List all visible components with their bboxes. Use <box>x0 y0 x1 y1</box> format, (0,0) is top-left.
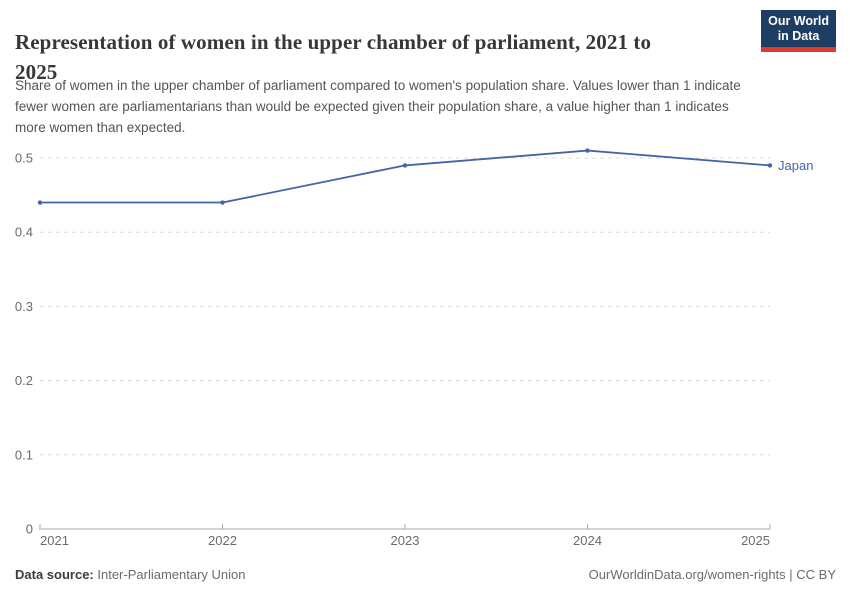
page-title-line2: 2025 <box>15 60 58 85</box>
y-axis-tick-label: 0.1 <box>15 447 33 462</box>
x-axis-tick-label: 2024 <box>573 533 602 548</box>
y-axis-tick-label: 0 <box>26 522 33 537</box>
data-point[interactable] <box>37 200 43 205</box>
owid-logo[interactable]: Our World in Data <box>761 10 836 52</box>
y-axis-tick-label: 0.4 <box>15 225 33 240</box>
owid-logo-line1: Our World <box>768 14 829 28</box>
owid-logo-line2: in Data <box>777 29 820 43</box>
data-source-label: Data source: <box>15 567 94 582</box>
chart-subtitle-line1: Share of women in the upper chamber of p… <box>15 78 741 93</box>
x-axis-tick-label: 2023 <box>391 533 420 548</box>
data-point[interactable] <box>585 148 590 153</box>
data-source-note: Data source: Inter-Parliamentary Union <box>15 567 246 582</box>
page-title-line1: Representation of women in the upper cha… <box>15 30 652 55</box>
page-title: Representation of women in the upper cha… <box>15 27 760 87</box>
chart-subtitle-line3: more women than expected. <box>15 120 186 135</box>
line-chart: 0 0.1 0.2 0.3 0.4 0.5 2021 2022 2023 2024 2025 Japa… <box>15 148 813 548</box>
x-axis-tick-label: 2021 <box>40 533 69 548</box>
x-axis-tick-label: 2022 <box>208 533 237 548</box>
owid-url-link[interactable]: OurWorldinData.org/women-rights | CC BY <box>588 567 836 582</box>
series-line-japan[interactable] <box>39 149 771 204</box>
chart-footer: Data source: Inter-Parliamentary Union O… <box>15 567 836 582</box>
y-axis-tick-label: 0.3 <box>15 299 33 314</box>
y-axis-tick-label: 0.2 <box>15 373 33 388</box>
y-axis-tick-label: 0.5 <box>15 151 33 166</box>
chart-subtitle: Share of women in the upper chamber of p… <box>15 75 825 138</box>
x-axis-tick-label: 2025 <box>741 533 770 548</box>
data-point[interactable] <box>767 163 773 168</box>
series-end-label[interactable]: Japan <box>778 158 813 173</box>
chart-subtitle-line2: fewer women are parliamentarians than wo… <box>15 99 729 114</box>
data-point[interactable] <box>220 200 225 205</box>
data-point[interactable] <box>402 163 408 168</box>
data-source-value: Inter-Parliamentary Union <box>97 567 246 582</box>
